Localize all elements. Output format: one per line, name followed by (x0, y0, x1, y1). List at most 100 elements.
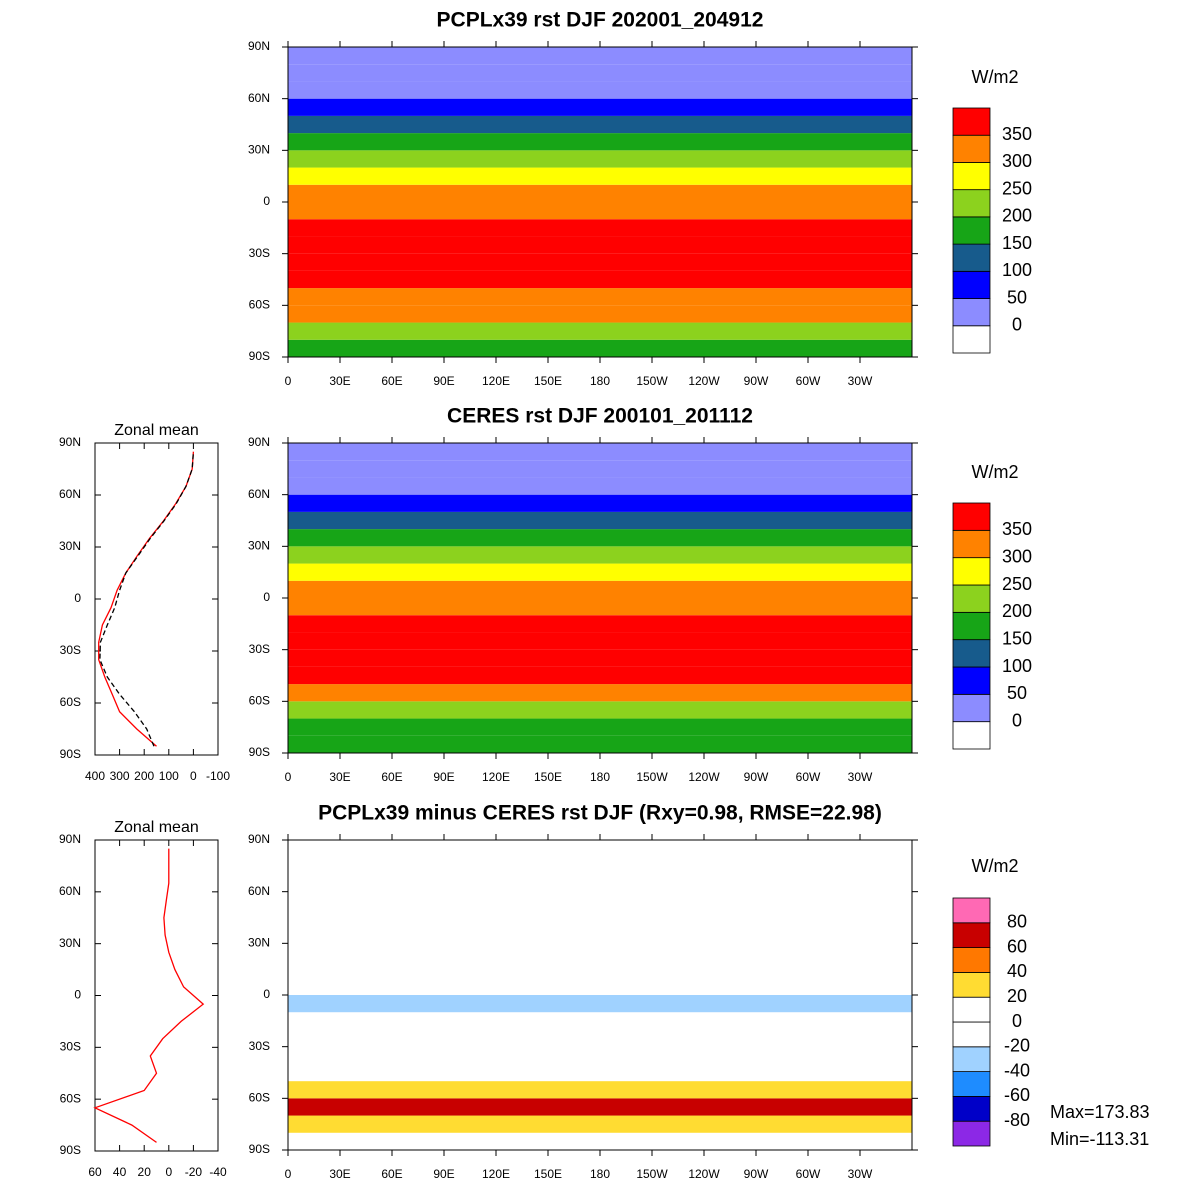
colorbar-label: -60 (1004, 1085, 1030, 1105)
colorbar-units: W/m2 (972, 67, 1019, 87)
map-band (288, 563, 912, 581)
x-tick-label: 120E (482, 770, 510, 784)
colorbar-box (952, 1120, 991, 1147)
colorbar-label: 250 (1002, 574, 1032, 594)
map-band (288, 649, 912, 667)
y-tick-label: 60S (249, 298, 270, 312)
map-band (288, 840, 912, 858)
colorbar-label: 20 (1007, 986, 1027, 1006)
x-tick-label: 150E (534, 770, 562, 784)
y-tick-label: 30S (249, 1039, 270, 1053)
x-tick-label: 90W (744, 374, 769, 388)
x-tick-label: 30W (848, 374, 873, 388)
x-tick-label: 0 (285, 770, 292, 784)
colorbar-label: 350 (1002, 124, 1032, 144)
y-tick-label: 0 (263, 590, 270, 604)
map-band (288, 857, 912, 875)
y-tick-label: 90S (249, 1142, 270, 1156)
map-band (288, 253, 912, 271)
x-tick-label: 60W (796, 1167, 821, 1181)
map-band (288, 908, 912, 927)
map-band (288, 666, 912, 685)
y-tick-label: 0 (74, 591, 81, 605)
y-tick-label: 60N (59, 487, 81, 501)
colorbar-box (952, 721, 991, 750)
colorbar-label: 300 (1002, 546, 1032, 566)
map-band (288, 64, 912, 82)
colorbar-label: -40 (1004, 1060, 1030, 1080)
zonal-line (98, 451, 195, 747)
colorbar-box (952, 189, 991, 218)
y-tick-label: 60N (59, 884, 81, 898)
x-tick-label: 60E (381, 374, 402, 388)
zonal-title: Zonal mean (114, 422, 199, 439)
map-band (288, 339, 912, 357)
map-band (288, 115, 912, 134)
x-tick-label: 120W (688, 770, 720, 784)
x-tick-label: 0 (165, 1165, 172, 1179)
y-tick-label: 90S (60, 747, 81, 761)
y-tick-label: 60N (248, 91, 270, 105)
annotation: Max=173.83 (1050, 1102, 1150, 1122)
x-tick-label: 30W (848, 1167, 873, 1181)
annotation: Min=-113.31 (1050, 1129, 1149, 1149)
map-band (288, 1115, 912, 1133)
x-tick-label: 30E (329, 1167, 350, 1181)
colorbar-box (952, 557, 991, 586)
map-band (288, 1063, 912, 1082)
x-tick-label: -100 (206, 769, 230, 783)
colorbar-label: 300 (1002, 151, 1032, 171)
y-tick-label: 90S (249, 745, 270, 759)
y-tick-label: 60N (248, 487, 270, 501)
x-tick-label: 30E (329, 374, 350, 388)
map-band (288, 598, 912, 616)
y-tick-label: 60S (60, 1091, 81, 1105)
map-band (288, 184, 912, 202)
map-band (288, 305, 912, 323)
map-band (288, 1012, 912, 1030)
y-tick-label: 30N (248, 143, 270, 157)
x-tick-label: 90E (433, 1167, 454, 1181)
x-tick-label: 60 (88, 1165, 102, 1179)
map-band (288, 943, 912, 961)
colorbar-box (952, 107, 991, 136)
x-tick-label: 90W (744, 770, 769, 784)
map-band (288, 270, 912, 289)
map-band (288, 718, 912, 736)
x-tick-label: 40 (113, 1165, 127, 1179)
y-tick-label: 60S (60, 695, 81, 709)
y-tick-label: 30S (249, 246, 270, 260)
map-band (288, 632, 912, 650)
x-tick-label: 150E (534, 374, 562, 388)
y-tick-label: 30N (248, 539, 270, 553)
map-title: CERES rst DJF 200101_201112 (447, 405, 753, 428)
colorbar-box (952, 1071, 991, 1097)
colorbar-box (952, 1046, 991, 1073)
y-tick-label: 30N (248, 936, 270, 950)
x-tick-label: 120W (688, 1167, 720, 1181)
map-band (288, 219, 912, 237)
x-tick-label: 120W (688, 374, 720, 388)
y-tick-label: 30S (249, 642, 270, 656)
map-band (288, 995, 912, 1013)
x-tick-label: 150W (636, 374, 668, 388)
x-tick-label: 60W (796, 374, 821, 388)
map-title: PCPLx39 rst DJF 202001_204912 (437, 9, 764, 32)
x-tick-label: 120E (482, 1167, 510, 1181)
colorbar-box (952, 1096, 991, 1122)
map-band (288, 511, 912, 530)
map-band (288, 460, 912, 478)
map-band (288, 202, 912, 220)
colorbar-label: 100 (1002, 260, 1032, 280)
map-band (288, 1081, 912, 1099)
colorbar-box (952, 529, 991, 559)
map-band (288, 701, 912, 719)
colorbar-box (952, 666, 991, 695)
y-tick-label: 90S (60, 1143, 81, 1157)
colorbar-label: 60 (1007, 936, 1027, 956)
x-tick-label: 90E (433, 770, 454, 784)
colorbar-label: 80 (1007, 912, 1027, 932)
y-tick-label: 90N (248, 832, 270, 846)
y-tick-label: 0 (263, 987, 270, 1001)
